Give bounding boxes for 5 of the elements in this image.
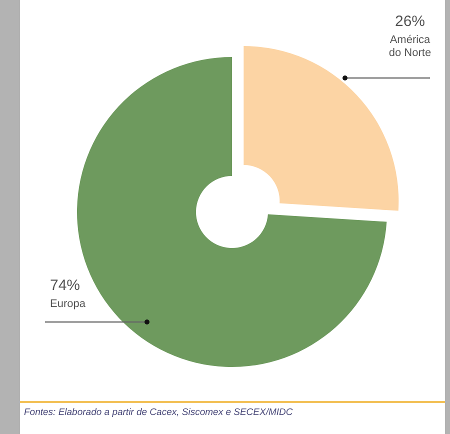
text: Fontes: Elaborado a partir de Cacex, Siscomex e SECEX/MIDC [24,407,293,418]
slice-label: América do Norte [388,34,432,59]
data-label: 74% [50,277,80,294]
data-label: 26% [394,13,426,30]
slice-label: Europa [50,298,86,310]
